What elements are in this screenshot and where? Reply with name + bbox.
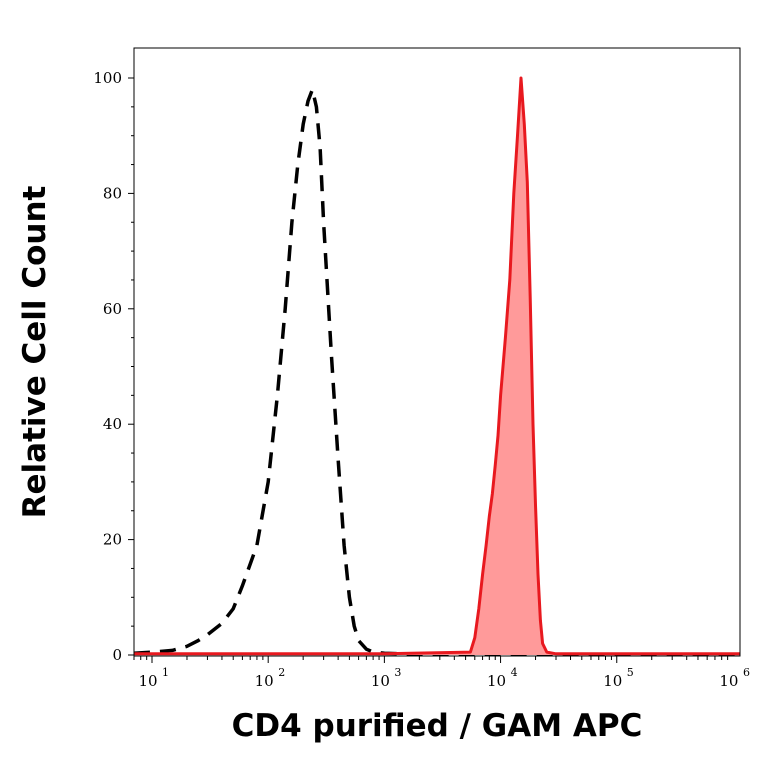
x-tick-exponent: 5	[627, 666, 634, 679]
y-axis-title: Relative Cell Count	[17, 185, 53, 518]
x-tick-exponent: 6	[743, 666, 750, 679]
y-tick-label: 60	[103, 300, 122, 318]
x-tick-exponent: 3	[394, 666, 401, 679]
x-tick-label: 10	[487, 672, 506, 690]
x-axis-title: CD4 purified / GAM APC	[232, 708, 643, 744]
x-tick-exponent: 1	[162, 666, 169, 679]
x-tick-label: 10	[255, 672, 274, 690]
y-tick-label: 20	[103, 531, 122, 549]
x-axis: 10 1 10 2 10 3 10 4 10 5 10 6	[133, 656, 750, 690]
x-tick-label: 10	[719, 672, 738, 690]
series-1-line	[133, 83, 740, 657]
x-tick-label: 10	[138, 672, 157, 690]
y-tick-label: 100	[93, 69, 122, 87]
series-2-line	[134, 76, 740, 656]
series-layer	[133, 76, 740, 657]
y-tick-label: 40	[103, 415, 122, 433]
x-tick-label: 10	[371, 672, 390, 690]
x-tick-label: 10	[603, 672, 622, 690]
x-tick-exponent: 4	[511, 666, 518, 679]
y-tick-label: 0	[112, 646, 122, 664]
y-tick-label: 80	[103, 184, 122, 202]
series-2-area	[134, 78, 740, 655]
plot-frame	[133, 47, 741, 657]
y-axis: 0 20 40 60 80 100	[93, 69, 134, 664]
x-tick-exponent: 2	[278, 666, 285, 679]
